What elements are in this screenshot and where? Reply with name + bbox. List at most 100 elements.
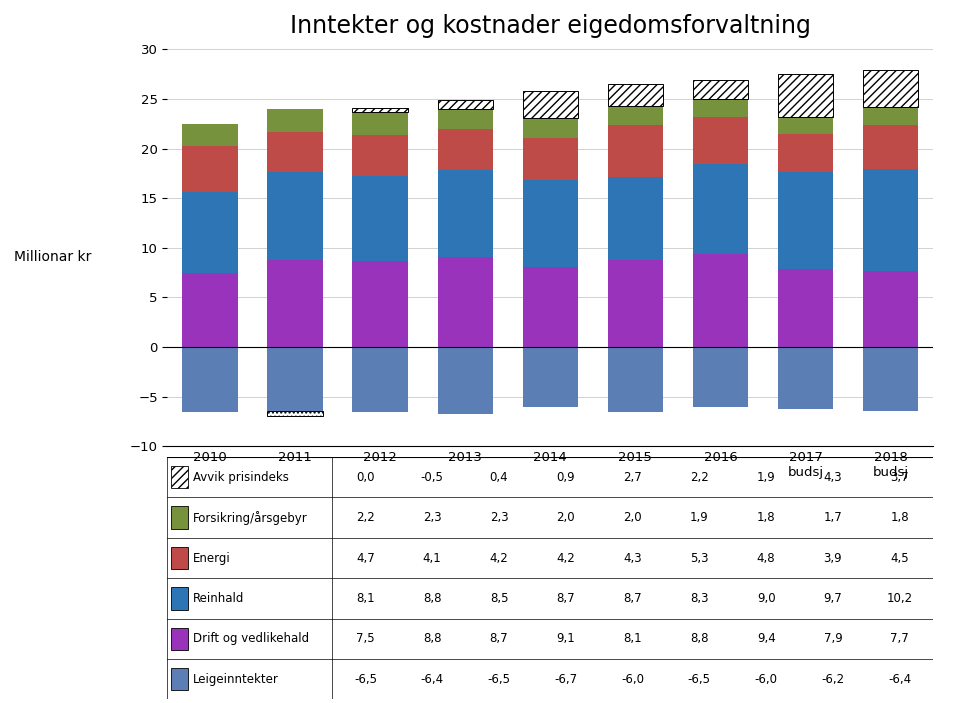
Text: -6,5: -6,5 [688, 673, 711, 685]
Text: 7,5: 7,5 [356, 633, 375, 645]
Bar [437, 129, 493, 170]
Bar [171, 587, 188, 610]
Bar [608, 347, 663, 412]
Text: 8,3: 8,3 [690, 592, 708, 605]
Text: 8,7: 8,7 [556, 592, 575, 605]
Bar [437, 170, 493, 257]
Bar [523, 117, 578, 138]
Text: Millionar kr: Millionar kr [14, 250, 91, 264]
Title: Inntekter og kostnader eigedomsforvaltning: Inntekter og kostnader eigedomsforvaltni… [290, 13, 811, 37]
Bar [608, 84, 663, 106]
Text: -6,0: -6,0 [755, 673, 778, 685]
Bar [352, 112, 408, 134]
Text: 0,4: 0,4 [490, 471, 508, 484]
Text: 2,3: 2,3 [490, 511, 508, 524]
Bar [267, 259, 323, 347]
Bar [437, 257, 493, 347]
Bar [693, 80, 748, 99]
Text: 8,1: 8,1 [623, 633, 642, 645]
Text: 7,9: 7,9 [824, 633, 842, 645]
Bar [863, 169, 918, 271]
Bar [267, 131, 323, 172]
Text: 1,8: 1,8 [890, 511, 909, 524]
Text: 8,1: 8,1 [356, 592, 375, 605]
Text: Drift og vedlikehald: Drift og vedlikehald [193, 633, 309, 645]
Bar [693, 165, 748, 254]
Text: 2,0: 2,0 [556, 511, 575, 524]
Text: 8,8: 8,8 [690, 633, 708, 645]
Text: 4,7: 4,7 [356, 552, 375, 565]
Bar [608, 259, 663, 347]
Bar [693, 99, 748, 117]
Bar [352, 176, 408, 261]
Text: 1,7: 1,7 [824, 511, 842, 524]
Bar [352, 108, 408, 112]
Text: 9,4: 9,4 [757, 633, 775, 645]
Bar [352, 261, 408, 347]
Text: 1,8: 1,8 [757, 511, 775, 524]
Bar [863, 107, 918, 124]
Text: -6,0: -6,0 [621, 673, 644, 685]
Bar [693, 117, 748, 165]
Text: 4,8: 4,8 [757, 552, 775, 565]
Text: 9,7: 9,7 [824, 592, 842, 605]
Bar [437, 109, 493, 129]
Text: 2,2: 2,2 [690, 471, 709, 484]
Text: -6,7: -6,7 [554, 673, 577, 685]
Text: 4,5: 4,5 [890, 552, 909, 565]
Text: -6,4: -6,4 [421, 673, 444, 685]
Bar [171, 466, 188, 489]
Text: 4,3: 4,3 [824, 471, 842, 484]
Bar [183, 124, 237, 146]
Bar [437, 100, 493, 109]
Text: 4,1: 4,1 [423, 552, 441, 565]
Bar [523, 91, 578, 117]
Text: 8,7: 8,7 [490, 633, 508, 645]
Text: 2,2: 2,2 [356, 511, 375, 524]
Text: 8,8: 8,8 [423, 633, 441, 645]
Text: 3,9: 3,9 [824, 552, 842, 565]
Bar [183, 192, 237, 273]
Text: 8,5: 8,5 [490, 592, 508, 605]
Text: Energi: Energi [193, 552, 231, 565]
Text: 9,0: 9,0 [757, 592, 775, 605]
Bar [608, 177, 663, 259]
Bar [778, 74, 834, 117]
Bar [267, 172, 323, 259]
Text: 1,9: 1,9 [757, 471, 775, 484]
Bar [171, 547, 188, 569]
Text: -0,5: -0,5 [421, 471, 444, 484]
Bar [267, 411, 323, 415]
Bar [863, 347, 918, 411]
Text: -6,2: -6,2 [821, 673, 844, 685]
Bar [171, 506, 188, 529]
Text: 1,9: 1,9 [690, 511, 709, 524]
Bar [863, 70, 918, 107]
Bar [183, 273, 237, 347]
Text: 4,3: 4,3 [623, 552, 642, 565]
Bar [183, 146, 237, 192]
Text: Avvik prisindeks: Avvik prisindeks [193, 471, 289, 484]
Text: 2,3: 2,3 [423, 511, 441, 524]
Bar [267, 347, 323, 411]
Text: 7,7: 7,7 [890, 633, 909, 645]
Text: 4,2: 4,2 [556, 552, 575, 565]
Bar [608, 124, 663, 177]
Text: 0,0: 0,0 [356, 471, 375, 484]
Bar [608, 106, 663, 124]
Text: -6,5: -6,5 [487, 673, 510, 685]
Text: 2,7: 2,7 [623, 471, 642, 484]
Text: 10,2: 10,2 [886, 592, 913, 605]
Bar [863, 124, 918, 169]
Text: -6,5: -6,5 [354, 673, 377, 685]
Text: Reinhald: Reinhald [193, 592, 244, 605]
Text: 5,3: 5,3 [690, 552, 708, 565]
Bar [523, 138, 578, 180]
Bar [523, 180, 578, 266]
Text: 9,1: 9,1 [556, 633, 575, 645]
Bar [523, 347, 578, 406]
Bar [437, 347, 493, 413]
Bar [863, 271, 918, 347]
Text: Forsikring/årsgebyr: Forsikring/årsgebyr [193, 510, 308, 524]
Bar [352, 134, 408, 176]
